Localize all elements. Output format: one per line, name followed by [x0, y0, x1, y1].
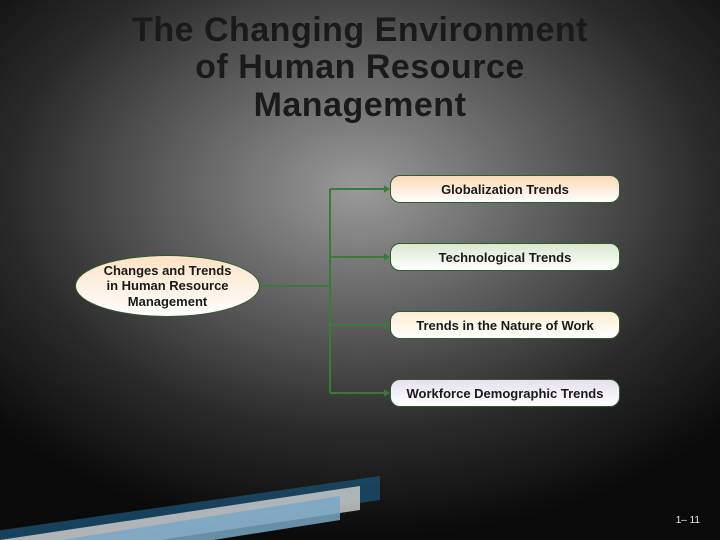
- target-node-1: Technological Trends: [390, 243, 620, 271]
- page-number-text: 1– 11: [676, 515, 700, 526]
- source-ellipse: Changes and Trends in Human Resource Man…: [75, 255, 260, 317]
- title-line-1: The Changing Environment: [132, 11, 588, 49]
- target-node-0: Globalization Trends: [390, 175, 620, 203]
- title-line-2: of Human Resource: [195, 48, 525, 86]
- target-node-3: Workforce Demographic Trends: [390, 379, 620, 407]
- title-line-3: Management: [254, 86, 467, 124]
- accent-stripes-svg: [0, 470, 440, 540]
- target-node-2: Trends in the Nature of Work: [390, 311, 620, 339]
- diagram-canvas: Changes and Trends in Human Resource Man…: [0, 175, 720, 435]
- slide-title: The Changing Environment of Human Resour…: [0, 0, 720, 124]
- page-number: 1– 11: [676, 515, 700, 526]
- footer-accent: [0, 470, 440, 540]
